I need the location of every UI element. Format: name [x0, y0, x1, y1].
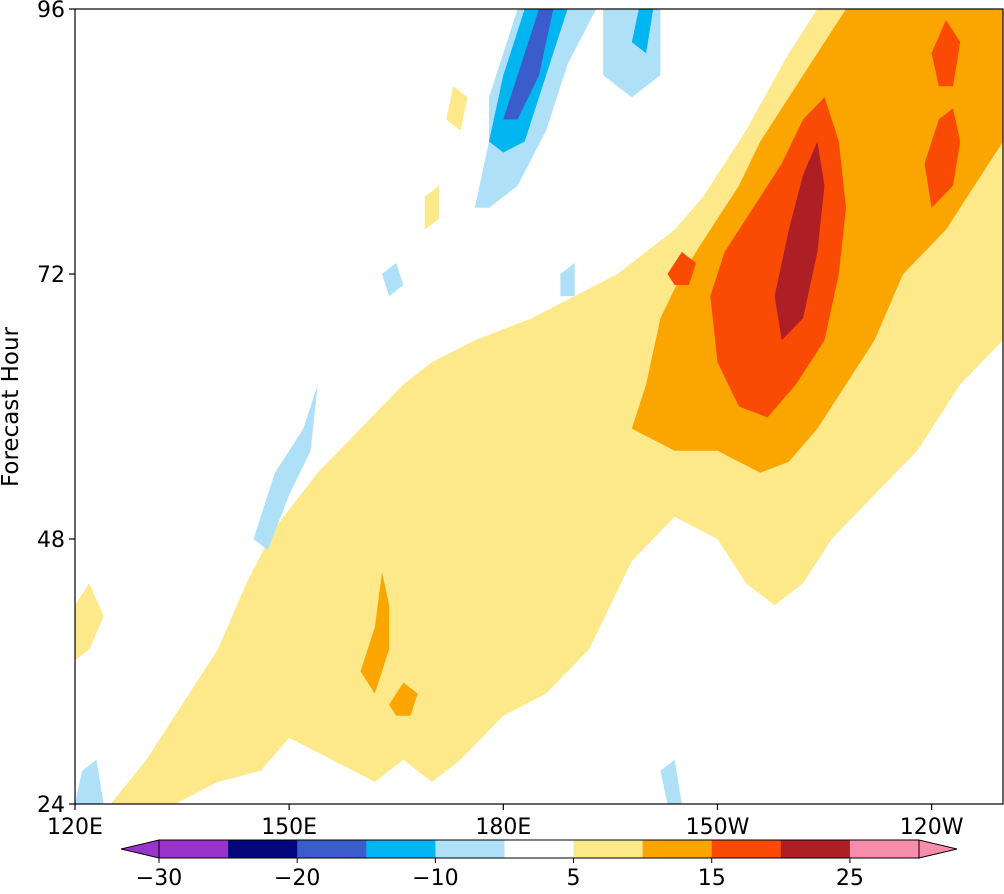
colorbar-segment [159, 840, 229, 858]
colorbar-outline [158, 839, 920, 859]
colorbar-segment [780, 840, 851, 858]
contour-region-20 [631, 9, 654, 54]
contour-region-10 [667, 251, 696, 285]
contour-region-12 [474, 9, 597, 208]
x-axis: 120E 150E 180E 150W 120W [47, 804, 964, 840]
colorbar-tick-label: 25 [836, 866, 864, 891]
y-tick-label: 96 [37, 0, 65, 23]
colorbar-tick-label: −10 [412, 866, 458, 891]
plot-frame [74, 8, 1004, 805]
colorbar-segment [435, 840, 505, 858]
colorbar-tick-label: −30 [136, 866, 182, 891]
contour-region-3 [424, 185, 440, 230]
colorbar-segment [573, 840, 644, 858]
colorbar-under-extend [120, 839, 160, 859]
x-tick-label: 120E [47, 815, 103, 840]
contour-region-1 [75, 583, 104, 661]
contour-region-6 [389, 682, 418, 716]
contour-regions [75, 9, 1003, 804]
colorbar-segment [849, 840, 920, 858]
x-tick-label: 120W [900, 815, 964, 840]
contour-region-8 [924, 108, 961, 208]
contour-region-5 [360, 572, 390, 694]
colorbar-tick-label: −20 [274, 866, 320, 891]
colorbar-segment [297, 840, 367, 858]
y-tick-label: 48 [37, 528, 65, 553]
contour-region-2 [446, 86, 468, 131]
colorbar-segment [642, 840, 713, 858]
x-tick-label: 150E [261, 815, 317, 840]
contour-region-21 [503, 9, 554, 120]
colorbar-segment [711, 840, 782, 858]
y-axis-label: Forecast Hour [0, 326, 24, 487]
colorbar-over-extend [918, 839, 958, 859]
contour-region-16 [382, 263, 404, 297]
y-tick-label: 24 [37, 793, 65, 818]
colorbar-segment [504, 840, 575, 858]
colorbar-tick-label: 5 [567, 866, 581, 891]
colorbar-segment [228, 840, 298, 858]
colorbar-tick-label: 15 [698, 866, 726, 891]
y-axis: 24 48 72 96 [37, 0, 75, 818]
x-tick-label: 150W [686, 815, 750, 840]
contour-region-17 [560, 263, 575, 297]
contour-region-14 [253, 384, 318, 550]
colorbar: −30 −20 −10 5 15 25 [120, 839, 958, 891]
x-tick-label: 180E [475, 815, 531, 840]
colorbar-segment [366, 840, 436, 858]
contour-region-18 [660, 759, 682, 804]
contour-region-11 [774, 141, 825, 341]
contour-region-13 [603, 9, 661, 98]
contour-region-9 [931, 20, 961, 87]
y-tick-label: 72 [37, 263, 65, 288]
contour-region-15 [75, 759, 104, 804]
